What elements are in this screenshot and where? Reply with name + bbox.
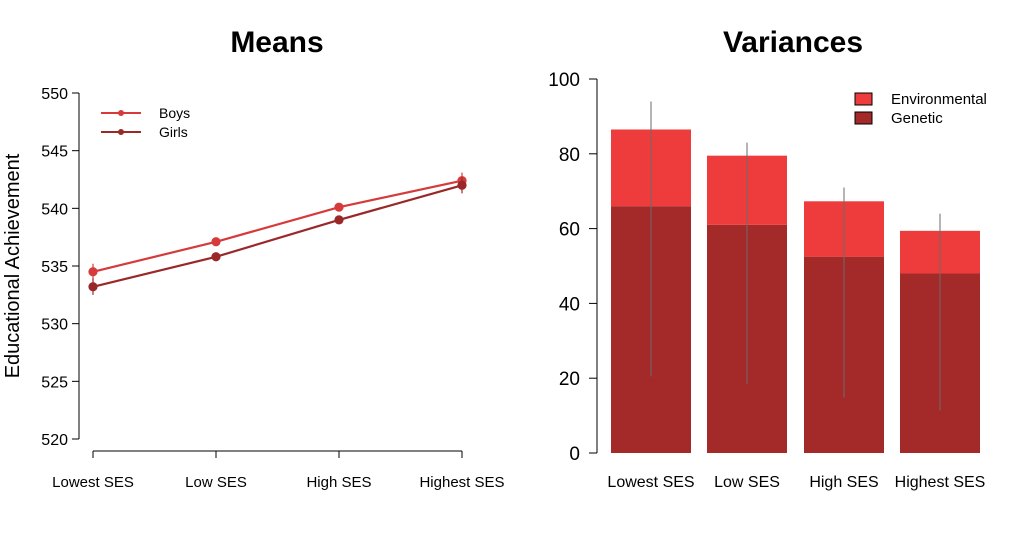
- var-y-tick-label-60: 60: [559, 220, 580, 241]
- var-legend-swatch-genetic: [854, 111, 873, 125]
- means-line-girls: [92, 184, 463, 288]
- var-x-tick-label-low-ses: Low SES: [714, 474, 780, 491]
- means-y-tick-label-535: 535: [41, 259, 68, 276]
- var-x-tick-label-highest-ses: Highest SES: [895, 474, 986, 491]
- means-legend-marker-boys: [118, 110, 124, 116]
- variances-axes: Lowest SES Low SES High SES Highest SES 0 20 4…: [548, 70, 985, 491]
- means-x-tick-label-lowest-ses: Lowest SES: [52, 474, 134, 491]
- means-y-tick-label-540: 540: [41, 201, 68, 218]
- means-panel: Means Educational Achievement 5205255305…: [2, 26, 505, 491]
- var-y-tick-label-80: 80: [559, 145, 580, 166]
- means-legend-label-girls: Girls: [159, 124, 188, 140]
- means-legend-marker-girls: [118, 129, 124, 135]
- means-point-girls-low-ses: [211, 252, 221, 262]
- means-x-tick-label-high-ses: High SES: [306, 474, 371, 491]
- var-legend-swatch-environmental: [854, 92, 873, 106]
- means-point-boys-low-ses: [211, 237, 221, 247]
- means-y-tick-label-525: 525: [41, 374, 68, 391]
- means-series: [88, 172, 467, 295]
- var-x-tick-label-high-ses: High SES: [809, 474, 878, 491]
- var-y-tick-label-0: 0: [569, 444, 580, 465]
- var-x-tick-label-lowest-ses: Lowest SES: [607, 474, 694, 491]
- means-x-tick-label-low-ses: Low SES: [185, 474, 247, 491]
- means-point-girls-highest-ses: [457, 180, 467, 190]
- means-line-boys: [92, 179, 463, 273]
- means-y-tick-label-550: 550: [41, 86, 68, 103]
- means-title: Means: [230, 26, 323, 59]
- means-point-boys-high-ses: [334, 202, 344, 212]
- variances-bars: [611, 101, 980, 453]
- means-point-boys-lowest-ses: [88, 267, 98, 277]
- means-axes: 520 525 530 535 540 545 550 Lowest SES Low SES Hi…: [41, 86, 504, 491]
- means-y-tick-label-545: 545: [41, 144, 68, 161]
- var-y-tick-label-40: 40: [559, 294, 580, 315]
- variances-legend: Environmental Genetic: [854, 91, 987, 127]
- variances-title: Variances: [723, 26, 863, 59]
- means-y-axis-label: Educational Achievement: [2, 153, 24, 378]
- var-legend-label-genetic: Genetic: [891, 110, 943, 127]
- means-x-tick-label-highest-ses: Highest SES: [419, 474, 504, 491]
- var-y-tick-label-20: 20: [559, 369, 580, 390]
- means-point-girls-lowest-ses: [88, 282, 98, 292]
- means-legend: Boys Girls: [101, 105, 190, 140]
- variances-panel: Variances Lowest SES Low SES High SES Highe…: [548, 26, 987, 491]
- var-legend-label-environmental: Environmental: [891, 91, 987, 108]
- means-y-tick-label-530: 530: [41, 317, 68, 334]
- means-y-tick-label-520: 520: [41, 432, 68, 449]
- means-legend-label-boys: Boys: [159, 105, 190, 121]
- var-y-tick-label-100: 100: [548, 70, 580, 91]
- means-point-girls-high-ses: [334, 215, 344, 225]
